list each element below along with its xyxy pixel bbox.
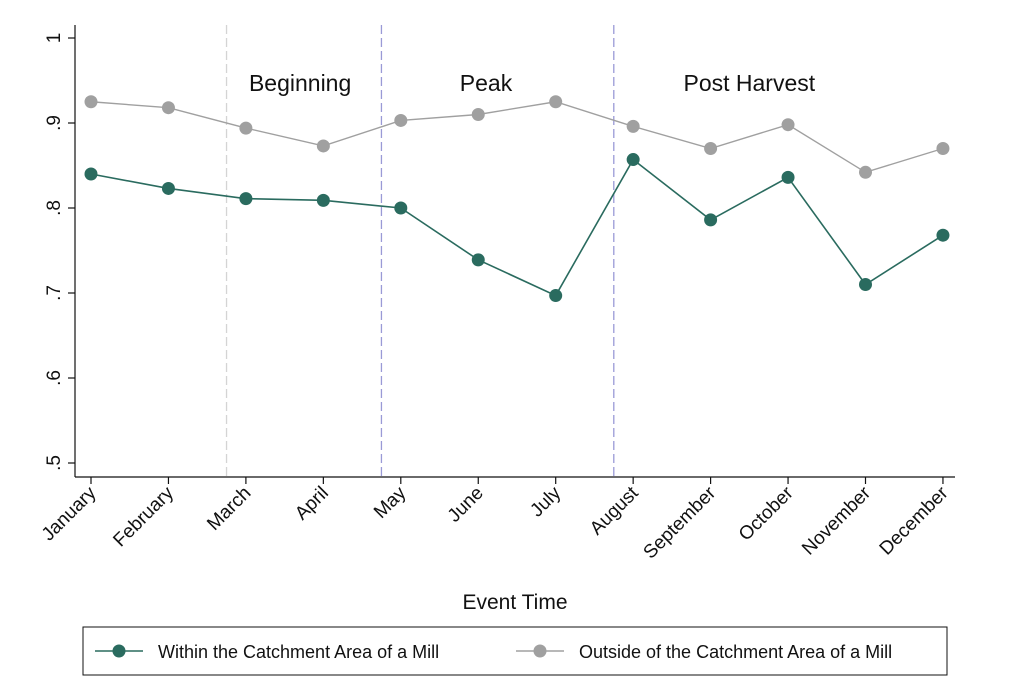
data-point (781, 118, 795, 132)
x-tick-label: August (586, 482, 643, 539)
legend-entry-within: Within the Catchment Area of a Mill (95, 642, 439, 662)
data-point (936, 142, 950, 155)
data-point (704, 213, 718, 227)
y-tick-label: .8 (44, 200, 65, 216)
data-point (549, 95, 563, 109)
series-line (90, 101, 944, 174)
phase-label: Peak (460, 70, 513, 96)
series-layer (84, 95, 950, 303)
data-point (936, 228, 950, 242)
data-point (471, 253, 485, 267)
x-tick-label: June (444, 483, 488, 527)
y-tick-label: .9 (44, 115, 65, 131)
data-point (84, 167, 98, 181)
legend-marker-outside (533, 644, 547, 658)
series-0 (84, 153, 950, 303)
data-point (704, 142, 718, 155)
legend-label-outside: Outside of the Catchment Area of a Mill (579, 642, 892, 662)
data-point (626, 119, 640, 133)
x-tick-label: May (370, 482, 411, 523)
data-point (394, 113, 408, 127)
y-tick-label: 1 (44, 33, 65, 44)
x-tick-label: October (735, 482, 798, 545)
data-point (161, 101, 175, 115)
data-point (84, 95, 98, 109)
x-tick-label: January (38, 482, 101, 545)
y-tick-label: .7 (44, 285, 65, 301)
legend: Within the Catchment Area of a Mill Outs… (82, 626, 948, 676)
x-tick-label: March (203, 483, 255, 535)
phase-labels: Beginning Peak Post Harvest (249, 70, 816, 96)
data-point (471, 108, 485, 121)
legend-marker-within (112, 644, 126, 658)
x-tick-label: April (291, 483, 333, 525)
series-1 (84, 95, 950, 179)
legend-label-within: Within the Catchment Area of a Mill (158, 642, 439, 662)
data-point (161, 181, 175, 195)
data-point (316, 193, 330, 207)
x-tick-label: December (876, 482, 953, 559)
legend-box (82, 626, 948, 676)
y-tick-label: .6 (44, 370, 65, 386)
data-point (239, 121, 253, 135)
y-tick-label: .5 (44, 455, 65, 471)
data-point (859, 278, 872, 291)
phase-label: Post Harvest (683, 70, 815, 96)
phase-dividers (225, 25, 615, 477)
axes (74, 25, 955, 478)
phase-label: Beginning (249, 70, 351, 96)
data-point (239, 192, 253, 206)
y-ticks: .5 .6 .7 .8 .9 1 (44, 33, 75, 471)
x-axis-title: Event Time (462, 591, 567, 614)
x-tick-label: September (640, 482, 721, 563)
data-point (781, 170, 795, 184)
x-tick-label: November (798, 482, 875, 559)
data-point (394, 201, 408, 215)
x-ticks: January February March April May June July Augu… (38, 477, 953, 563)
x-tick-label: February (109, 482, 178, 551)
data-point (859, 165, 872, 179)
x-tick-label: July (526, 482, 565, 521)
data-point (549, 289, 563, 303)
series-line (90, 158, 944, 297)
legend-entry-outside: Outside of the Catchment Area of a Mill (516, 642, 892, 662)
data-point (626, 153, 640, 167)
data-point (316, 139, 330, 153)
